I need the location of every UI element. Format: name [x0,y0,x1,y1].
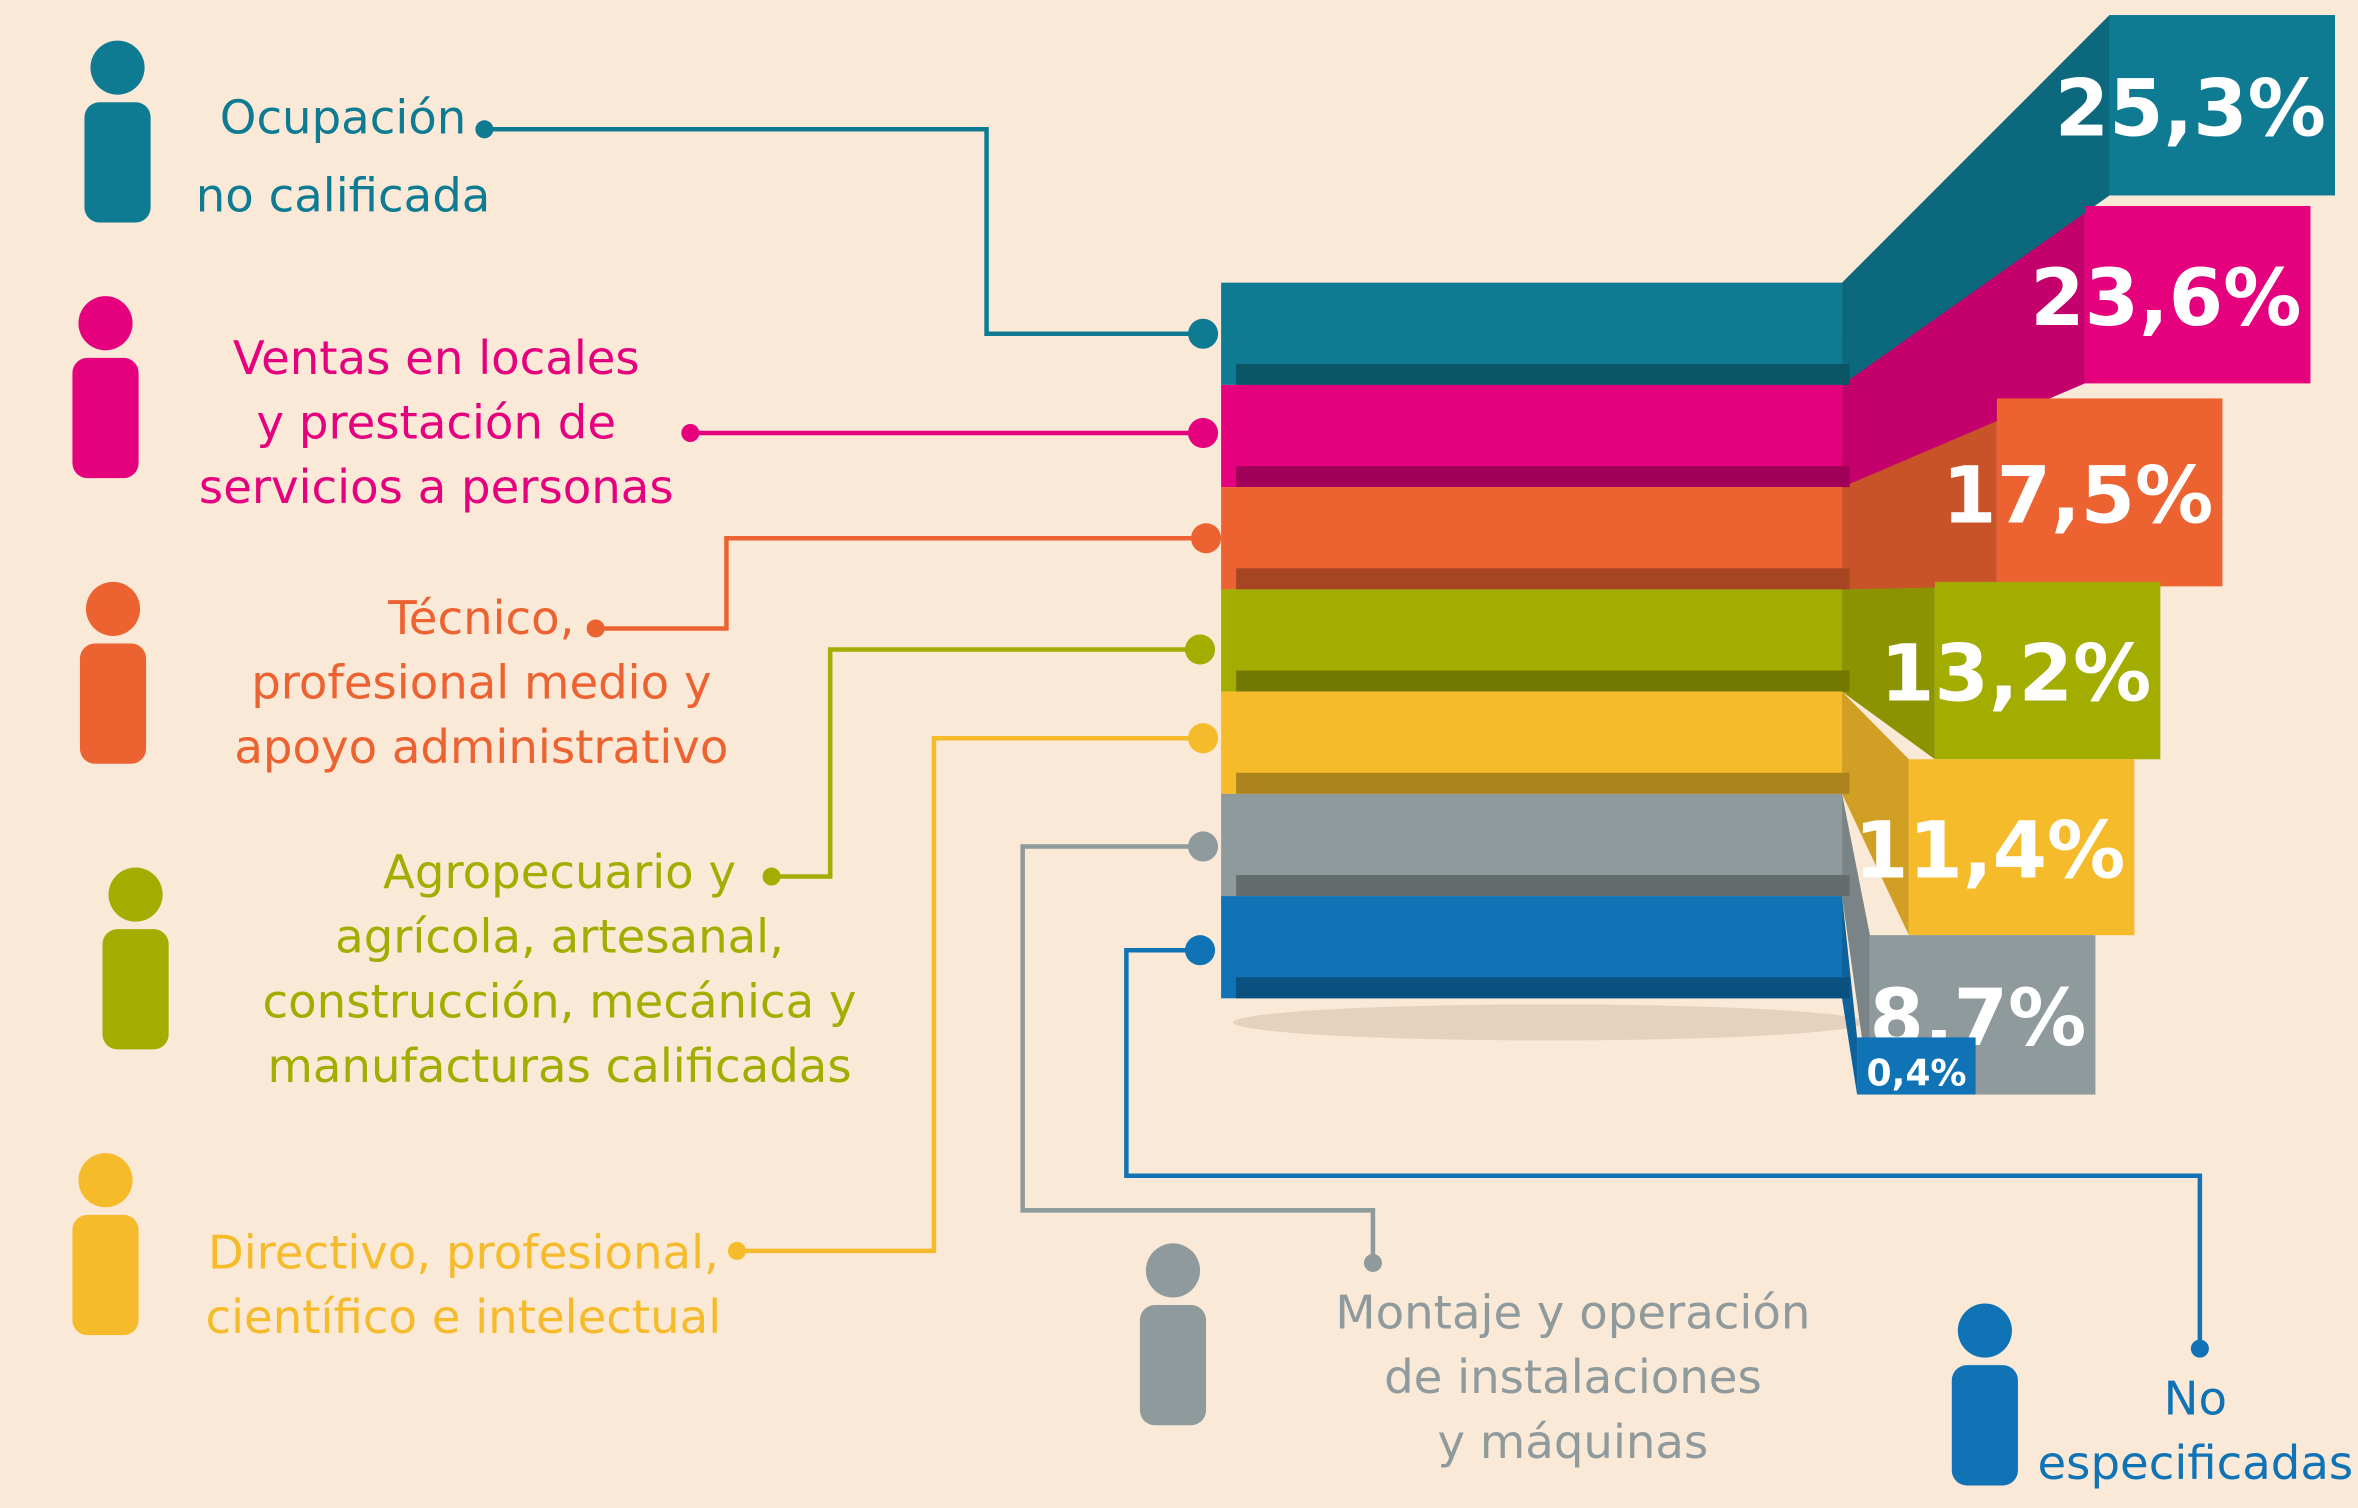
value-label: 23,6% [2030,253,2301,344]
ribbon [1842,398,1997,590]
ribbon [1842,581,1935,760]
icon-body [1139,1305,1207,1426]
leader-dot [2190,1339,2209,1358]
value-box [1908,759,2135,936]
category-label: Ocupación no calificada [196,90,491,222]
leader-line [1124,947,2203,1349]
value-label: 11,4% [1854,805,2125,896]
icon-head [90,40,145,95]
leader-dot [1188,417,1219,449]
ribbon [1842,691,1909,936]
leader-line [771,647,1201,879]
value-label: 13,2% [1880,629,2151,720]
leader-dot [475,120,494,139]
value-box [1857,1037,1976,1095]
leader-dot [1188,831,1219,862]
leader-line [595,535,1207,631]
value-box [1934,581,2161,760]
ribbon [1842,205,2085,488]
leader-line [1020,844,1376,1263]
icon-body [79,643,147,764]
shadow [1233,1004,1865,1041]
icon-body [72,1214,139,1336]
value-label: 0,4% [1867,1053,1967,1095]
icon-body [102,929,169,1050]
bar-edge [1236,670,1850,692]
ribbon [1842,15,2110,385]
category-label: Agropecuario y agrícola, artesanal, constr… [263,845,857,1093]
bar-edge [1236,977,1850,999]
leader-dot [586,619,605,638]
bar-edge [1236,568,1850,590]
leader-dot [1185,634,1216,665]
icon-body [72,357,139,479]
leader-dot [727,1241,746,1260]
leader-dot [1363,1253,1382,1272]
leader-dot [681,423,700,443]
icon-head [85,581,141,636]
leader-dot [1191,523,1222,554]
ribbon [1842,793,1870,1095]
value-box [2109,15,2336,196]
leader-dot [1188,318,1219,349]
icon-body [1951,1365,2018,1486]
category-label: Montaje y operación de instalaciones y máq… [1335,1285,1810,1468]
value-label: 17,5% [1942,450,2213,541]
category-label: Ventas en locales y prestación de servicio… [199,330,674,513]
leader-line [736,735,1204,1254]
icon-head [78,296,133,351]
category-label: No especificadas [2038,1371,2354,1490]
bar-edge [1236,875,1850,897]
value-label: 25,3% [2055,63,2326,154]
icon-head [1957,1303,2012,1358]
icon-head [78,1153,133,1208]
icon-body [84,102,151,223]
leader-dot [762,867,781,886]
value-box [1996,398,2223,587]
category-label: Técnico, profesional medio y apoyo adminis… [234,590,728,773]
leader-line [484,127,1204,337]
icon-head [108,867,163,922]
bar-edge [1236,772,1850,794]
leader-dot [1188,723,1219,754]
icon-head [1145,1243,1201,1298]
bar-edge [1236,363,1850,385]
category-label: Directivo, profesional, científico e inte… [206,1225,722,1344]
leader-dot [1185,935,1216,966]
value-box [2084,205,2311,384]
bar-edge [1236,466,1850,488]
